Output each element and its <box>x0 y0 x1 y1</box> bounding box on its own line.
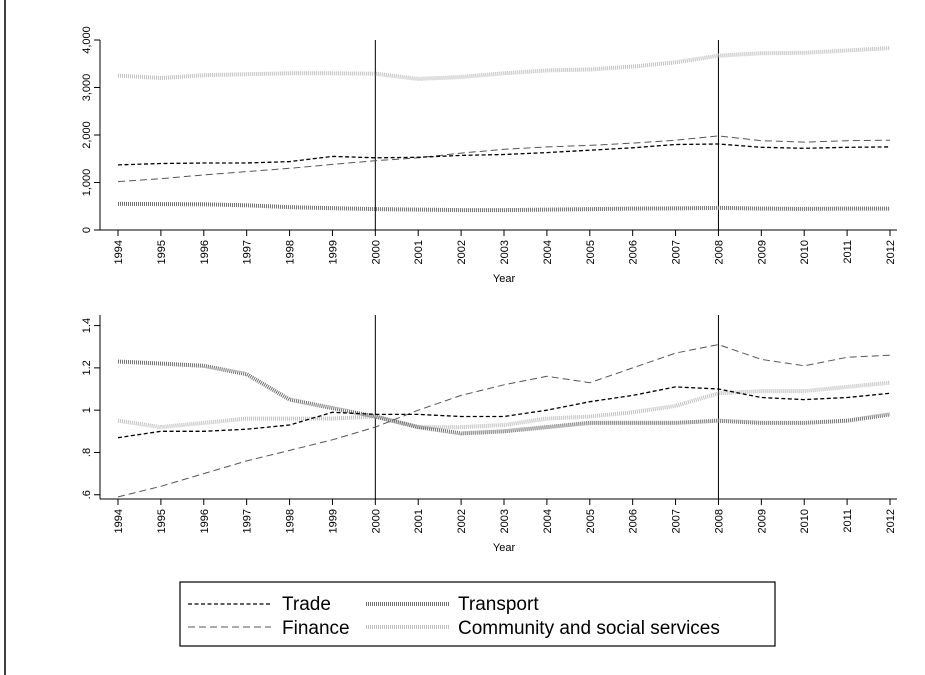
x-tick-label: 2006 <box>628 240 640 264</box>
legend-items: Trade Transport Finance Community and socia… <box>188 594 720 639</box>
x-tick-label: 1994 <box>113 509 125 533</box>
x-tick-label: 1994 <box>113 240 125 264</box>
series-line-community-and-social-services <box>117 380 891 430</box>
y-tick-label: 0 <box>81 227 93 233</box>
x-tick-label: 1995 <box>156 240 168 264</box>
x-tick-label: 2001 <box>413 240 425 264</box>
series-line-community-and-social-services <box>117 46 891 81</box>
x-tick-label: 2002 <box>456 509 468 533</box>
x-tick-label: 2012 <box>885 240 897 264</box>
y-tick-label: 3,000 <box>81 74 93 102</box>
x-axis-title: Year <box>493 542 516 554</box>
x-tick-label: 2012 <box>885 509 897 533</box>
x-tick-label: 2001 <box>413 509 425 533</box>
series-line-trade <box>117 386 891 439</box>
x-tick-label: 2000 <box>370 240 382 264</box>
x-tick-label: 2010 <box>799 240 811 264</box>
x-tick-label: 2005 <box>585 240 597 264</box>
series-line-trade <box>117 143 891 166</box>
x-tick-label: 1999 <box>327 509 339 533</box>
legend-label-community-and-social-services: Community and social services <box>458 618 720 639</box>
x-tick-label: 1998 <box>285 240 297 264</box>
x-tick-label: 2011 <box>842 240 854 264</box>
y-tick-label: 4,000 <box>81 26 93 54</box>
series-line-transport <box>117 201 890 213</box>
series-line-transport <box>117 359 891 436</box>
x-tick-label: 2008 <box>713 240 725 264</box>
x-tick-label: 2002 <box>456 240 468 264</box>
x-tick-label: 1998 <box>285 509 297 533</box>
x-tick-label: 2010 <box>799 509 811 533</box>
x-tick-label: 2011 <box>842 509 854 533</box>
x-tick-label: 2006 <box>628 509 640 533</box>
y-tick-label: 1 <box>81 407 93 413</box>
legend: Trade Transport Finance Community and socia… <box>179 581 776 647</box>
x-tick-label: 2005 <box>585 509 597 533</box>
x-tick-label: 2008 <box>713 509 725 533</box>
x-tick-label: 2007 <box>671 509 683 533</box>
x-tick-label: 2007 <box>671 240 683 264</box>
legend-box <box>179 581 776 647</box>
x-tick-label: 1997 <box>242 509 254 533</box>
x-tick-label: 1996 <box>199 240 211 264</box>
x-tick-label: 1996 <box>199 509 211 533</box>
x-tick-label: 2009 <box>756 509 768 533</box>
x-tick-label: 2003 <box>499 509 511 533</box>
y-tick-label: .6 <box>81 490 93 499</box>
legend-label-finance: Finance <box>282 618 350 639</box>
x-tick-label: 2000 <box>370 509 382 533</box>
series-line-finance <box>117 135 891 183</box>
x-tick-label: 1995 <box>156 509 168 533</box>
y-tick-label: .8 <box>81 448 93 457</box>
x-tick-label: 2003 <box>499 240 511 264</box>
x-axis-title: Year <box>493 273 516 285</box>
top-chart: 0 1,000 2,000 3,000 4,000 1994 1995 1996 1997 199… <box>81 26 897 285</box>
legend-label-transport: Transport <box>458 594 539 615</box>
x-tick-label: 2004 <box>542 509 554 533</box>
y-tick-label: 2,000 <box>81 121 93 149</box>
x-tick-label: 2009 <box>756 240 768 264</box>
bottom-chart: .6 .8 1 1.2 1.4 1994 1995 1996 1997 1998 1999 2000 2… <box>81 315 897 554</box>
x-tick-label: 2004 <box>542 240 554 264</box>
x-tick-label: 1999 <box>327 240 339 264</box>
y-tick-label: 1.2 <box>81 360 93 375</box>
y-tick-label: 1.4 <box>81 318 93 333</box>
series-line-finance <box>117 344 891 498</box>
y-tick-label: 1,000 <box>81 169 93 197</box>
legend-label-trade: Trade <box>282 594 331 615</box>
x-tick-label: 1997 <box>242 240 254 264</box>
